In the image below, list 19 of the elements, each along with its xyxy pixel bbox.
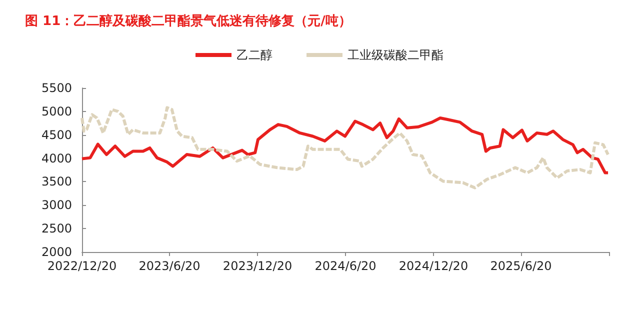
x-tick-label: 2023/6/20 (138, 259, 200, 273)
x-tick-label: 2024/12/20 (398, 259, 468, 273)
y-tick-label: 5500 (41, 81, 72, 95)
x-tick-label: 2022/12/20 (47, 259, 117, 273)
legend-label: 乙二醇 (236, 48, 272, 62)
y-tick-label: 5000 (41, 104, 72, 118)
y-tick-label: 3500 (41, 174, 72, 189)
x-tick-label: 2025/6/20 (490, 259, 552, 273)
x-tick-label: 2024/6/20 (314, 259, 376, 273)
y-tick-label: 2000 (41, 245, 72, 259)
y-tick-label: 4500 (41, 128, 72, 142)
legend-label: 工业级碳酸二甲酯 (348, 48, 444, 62)
y-tick-label: 3000 (41, 198, 72, 212)
y-tick-label: 4000 (41, 151, 72, 166)
line-series (80, 116, 610, 174)
line-series (80, 106, 610, 190)
x-tick-label: 2023/12/20 (222, 259, 292, 273)
chart-title: 图 11：乙二醇及碳酸二甲酯景气低迷有待修复（元/吨） (25, 13, 352, 29)
y-tick-label: 2500 (41, 222, 72, 236)
